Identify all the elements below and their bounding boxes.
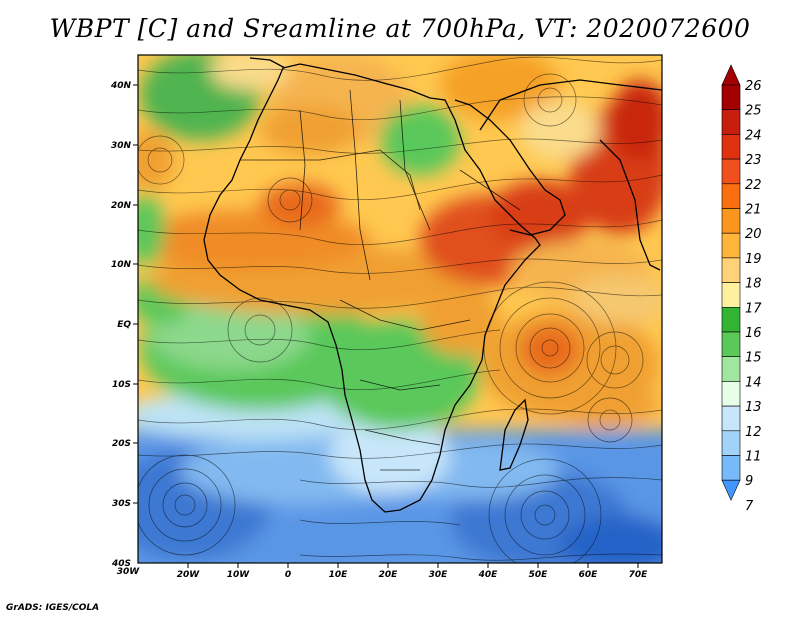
lat-tick-label: 10S [112, 380, 131, 390]
wbpt-field [138, 55, 662, 563]
colorbar-label: 9 [745, 474, 753, 489]
map-frame [137, 54, 663, 564]
colorbar-top-arrow [721, 64, 741, 86]
colorbar-label: 20 [745, 227, 762, 242]
colorbar-label: 15 [745, 351, 762, 366]
colorbar-label: 25 [745, 104, 762, 119]
lon-tick-label: 30E [429, 570, 449, 580]
map-title: WBPT [C] and Sreamline at 700hPa, VT: 20… [49, 14, 751, 43]
colorbar-label: 26 [745, 79, 762, 94]
colorbar-segment [721, 381, 741, 407]
lon-tick-label: 30W [117, 567, 141, 577]
lat-tick-label: 40N [110, 81, 132, 91]
lon-tick-label: 70E [629, 570, 649, 580]
lat-tick-label: 30N [111, 141, 132, 151]
colorbar-label: 17 [745, 301, 762, 316]
colorbar-segment [721, 356, 741, 382]
lon-tick-label: 0 [285, 570, 291, 580]
colorbar-label: 13 [745, 400, 762, 415]
colorbar-label: 24 [745, 128, 762, 143]
colorbar-segment [721, 430, 741, 456]
colorbar-segment [721, 232, 741, 259]
colorbar-label: 16 [745, 326, 762, 341]
colorbar-segment [721, 84, 741, 111]
colorbar-label: 7 [745, 499, 754, 514]
lon-tick-label: 10E [329, 570, 349, 580]
grads-credit: GrADS: IGES/COLA [6, 603, 100, 613]
colorbar-bottom-arrow [721, 479, 741, 501]
lon-tick-label: 60E [579, 570, 599, 580]
colorbar-segment [721, 455, 741, 481]
colorbar-segment [721, 208, 741, 234]
lon-tick-label: 10W [227, 570, 251, 580]
coastlines [203, 57, 662, 513]
lon-tick-label: 20E [379, 570, 399, 580]
colorbar-label: 21 [745, 203, 762, 218]
colorbar-label: 23 [745, 153, 762, 168]
colorbar-label: 22 [745, 178, 762, 193]
lon-tick-label: 50E [529, 570, 549, 580]
lat-tick-label: EQ [117, 320, 131, 330]
lon-axis: 30W 20W 10W 0 10E 20E 30E 40E 50E 60E 70… [117, 563, 648, 580]
lat-tick-label: 30S [112, 499, 131, 509]
colorbar-segment [721, 331, 741, 358]
colorbar: 26 25 24 23 22 21 20 19 18 17 16 15 14 13 12 11 9 7 [721, 64, 762, 514]
colorbar-label: 11 [745, 450, 762, 465]
colorbar-label: 18 [745, 277, 762, 292]
lat-tick-label: 20N [111, 201, 132, 211]
colorbar-segment [721, 306, 741, 333]
lat-tick-label: 40S [111, 559, 131, 569]
colorbar-segment [721, 109, 741, 135]
colorbar-label: 19 [745, 252, 762, 267]
lat-axis: 40N 30N 20N 10N EQ 10S 20S 30S 40S [110, 81, 138, 569]
lon-tick-label: 40E [478, 570, 499, 580]
lat-tick-label: 10N [111, 260, 132, 270]
colorbar-segment [721, 257, 741, 283]
colorbar-segment [721, 158, 741, 185]
streamlines [138, 56, 662, 563]
colorbar-label: 14 [745, 375, 762, 390]
lon-tick-label: 20W [177, 570, 201, 580]
colorbar-segment [721, 134, 741, 160]
colorbar-segment [721, 282, 741, 308]
colorbar-segment [721, 183, 741, 209]
lat-tick-label: 20S [112, 439, 131, 449]
colorbar-segment [721, 405, 741, 432]
colorbar-label: 12 [745, 425, 762, 440]
